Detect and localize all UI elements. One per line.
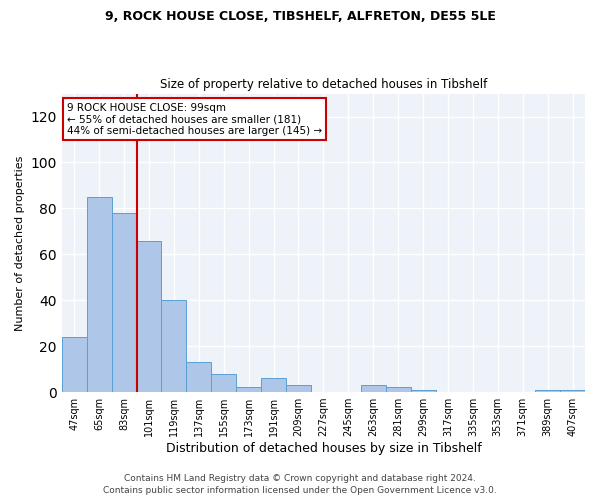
Bar [361, 385, 386, 392]
Bar [560, 390, 585, 392]
Bar [137, 240, 161, 392]
Y-axis label: Number of detached properties: Number of detached properties [15, 155, 25, 330]
X-axis label: Distribution of detached houses by size in Tibshelf: Distribution of detached houses by size … [166, 442, 481, 455]
Text: 9 ROCK HOUSE CLOSE: 99sqm
← 55% of detached houses are smaller (181)
44% of semi: 9 ROCK HOUSE CLOSE: 99sqm ← 55% of detac… [67, 102, 322, 136]
Text: 9, ROCK HOUSE CLOSE, TIBSHELF, ALFRETON, DE55 5LE: 9, ROCK HOUSE CLOSE, TIBSHELF, ALFRETON,… [104, 10, 496, 23]
Bar [236, 388, 261, 392]
Bar [161, 300, 187, 392]
Bar [211, 374, 236, 392]
Bar [62, 337, 87, 392]
Bar [535, 390, 560, 392]
Text: Contains HM Land Registry data © Crown copyright and database right 2024.
Contai: Contains HM Land Registry data © Crown c… [103, 474, 497, 495]
Bar [410, 390, 436, 392]
Bar [286, 385, 311, 392]
Title: Size of property relative to detached houses in Tibshelf: Size of property relative to detached ho… [160, 78, 487, 91]
Bar [187, 362, 211, 392]
Bar [112, 213, 137, 392]
Bar [87, 197, 112, 392]
Bar [261, 378, 286, 392]
Bar [386, 388, 410, 392]
